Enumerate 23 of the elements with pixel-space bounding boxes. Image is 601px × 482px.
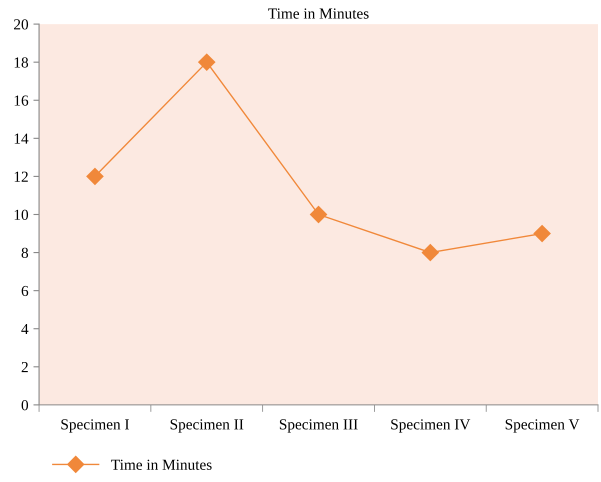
point <box>86 168 104 185</box>
y-tick-label: 14 <box>14 134 28 144</box>
chart-title: Time in Minutes <box>268 8 369 19</box>
x-tick-label: Specimen I <box>61 419 129 433</box>
y-tick-label: 12 <box>14 172 28 182</box>
x-tick-label: Specimen III <box>280 419 358 433</box>
y-tick-label: 20 <box>14 19 28 30</box>
point <box>198 54 216 71</box>
y-tick-label: 2 <box>22 362 28 372</box>
y-tick-label: 4 <box>21 324 28 334</box>
point <box>422 244 439 262</box>
x-tick-label: Specimen V <box>506 419 580 433</box>
y-tick-label: 0 <box>22 400 28 410</box>
y-tick-label: 18 <box>14 57 28 68</box>
y-tick-label: 10 <box>14 210 28 220</box>
y-tick-label: 16 <box>14 95 28 106</box>
point <box>310 206 328 224</box>
x-tick-label: Specimen IV <box>391 419 470 433</box>
y-tick-label: 6 <box>22 286 28 296</box>
y-tick-label: 8 <box>22 248 28 258</box>
legend-label: Time in Minutes <box>111 460 212 470</box>
point <box>534 224 551 242</box>
x-tick-label: Specimen II <box>170 419 244 433</box>
